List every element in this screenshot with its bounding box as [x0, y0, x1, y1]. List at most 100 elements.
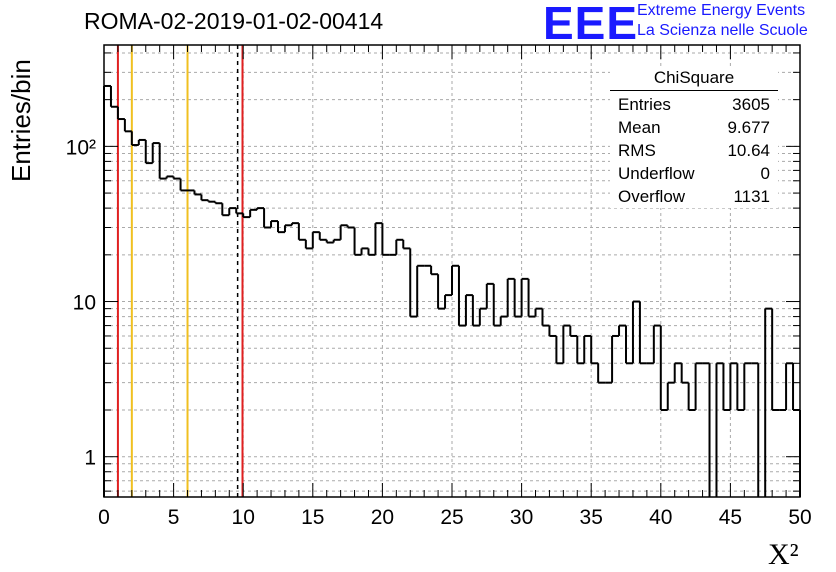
histogram-bin [270, 220, 278, 228]
histogram-bin [771, 308, 780, 411]
stats-label: Overflow [618, 187, 686, 206]
histogram-bin [172, 176, 181, 180]
histogram-bin [283, 224, 292, 233]
histogram-bin [618, 324, 626, 336]
histogram-bin [638, 301, 647, 365]
stats-box: ChiSquare Entries 3605 Mean 9.677 RMS 10… [610, 68, 778, 208]
marker-lines [116, 45, 244, 497]
histogram-bin [687, 382, 696, 411]
x-tick-label: 30 [510, 506, 533, 529]
histogram-bin [520, 277, 529, 317]
histogram-bin [116, 106, 125, 121]
stats-value: 10.64 [727, 141, 770, 160]
y-tick-label: 1 [84, 447, 96, 470]
histogram-bin [137, 138, 146, 146]
histogram-bin [652, 324, 661, 364]
histogram-bin [583, 334, 592, 364]
histogram-bin [569, 325, 578, 337]
histogram-bin [555, 335, 564, 365]
x-tick-label: 0 [98, 506, 110, 529]
histogram-bin [562, 324, 571, 364]
stats-row-mean: Mean 9.677 [610, 116, 778, 139]
stats-title: ChiSquare [610, 68, 778, 91]
histogram-bin [109, 85, 118, 108]
histogram-bin [151, 142, 160, 164]
histogram-bin [743, 362, 752, 410]
histogram-bin [597, 363, 606, 384]
histogram-bin [611, 334, 620, 383]
y-tick-label: 10² [66, 136, 96, 159]
histogram-bin [123, 119, 132, 133]
histogram-bin [395, 238, 404, 255]
x-tick-label: 40 [649, 506, 672, 529]
stats-row-rms: RMS 10.64 [610, 139, 778, 162]
histogram-bin [207, 200, 216, 203]
histogram-bin [318, 232, 327, 241]
histogram-bin [485, 282, 494, 309]
stats-label: RMS [618, 141, 656, 160]
histogram-bin [590, 335, 599, 365]
stats-row-entries: Entries 3605 [610, 93, 778, 116]
histogram-bin [297, 223, 306, 241]
stats-value: 3605 [732, 95, 770, 114]
stats-row-overflow: Overflow 1131 [610, 185, 778, 208]
histogram-bin [506, 277, 515, 317]
histogram-bin [492, 283, 501, 327]
x-tick-label: 35 [580, 506, 603, 529]
histogram-bin [464, 294, 473, 326]
histogram-bin [430, 265, 439, 276]
eee-logo: EEE [543, 0, 639, 49]
brand-line-2: La Scienza nelle Scuole [637, 22, 808, 39]
stats-label: Underflow [618, 164, 695, 183]
histogram-bin [263, 208, 272, 229]
histogram-bin [200, 194, 209, 202]
histogram-bin [792, 363, 800, 411]
histogram-bin [673, 362, 682, 383]
histogram-bin [367, 248, 376, 256]
stats-value: 0 [760, 164, 770, 183]
stats-row-underflow: Underflow 0 [610, 162, 778, 185]
histogram-bin [346, 225, 355, 229]
histogram-bin [666, 381, 675, 410]
x-tick-label: 45 [719, 506, 742, 529]
histogram-bin [715, 362, 724, 497]
histogram-bin [527, 278, 536, 318]
histogram-bin [785, 362, 794, 410]
x-tick-label: 20 [371, 506, 394, 529]
x-tick-label: 15 [301, 506, 324, 529]
histogram-bin [242, 213, 251, 219]
histogram-bin [235, 208, 244, 215]
histogram-bin [277, 221, 285, 234]
histogram-bin [694, 362, 703, 410]
x-tick-label: 10 [232, 506, 255, 529]
histogram-bin [402, 239, 411, 250]
stats-label: Entries [618, 95, 671, 114]
histogram-bin [339, 224, 348, 240]
histogram-bin [374, 222, 383, 255]
histogram-bin [659, 325, 668, 411]
grid-layer [104, 45, 800, 497]
histogram-bin [513, 278, 522, 318]
histogram-bin [325, 239, 334, 244]
histogram-bin [451, 264, 459, 296]
histogram-bin [360, 247, 369, 255]
y-tick-label: 10 [73, 292, 96, 315]
histogram-bin [625, 325, 633, 365]
histogram-bin [165, 175, 174, 179]
histogram-bin [457, 265, 466, 327]
histogram-bin [764, 307, 773, 497]
histogram-bin [193, 190, 202, 196]
histogram-bin [103, 84, 111, 497]
histogram-bin [256, 207, 265, 210]
brand-line-1: Extreme Energy Events [637, 2, 806, 19]
x-axis-label: X² [768, 538, 799, 571]
histogram-bin [381, 223, 390, 256]
histogram-bin [353, 227, 362, 256]
histogram-bin [214, 201, 223, 205]
histogram-bin [249, 208, 258, 218]
histogram-bin [631, 300, 640, 364]
histogram-bin [221, 203, 230, 217]
stats-label: Mean [618, 118, 661, 137]
histogram-bin [499, 315, 508, 326]
stats-value: 9.677 [727, 118, 770, 137]
